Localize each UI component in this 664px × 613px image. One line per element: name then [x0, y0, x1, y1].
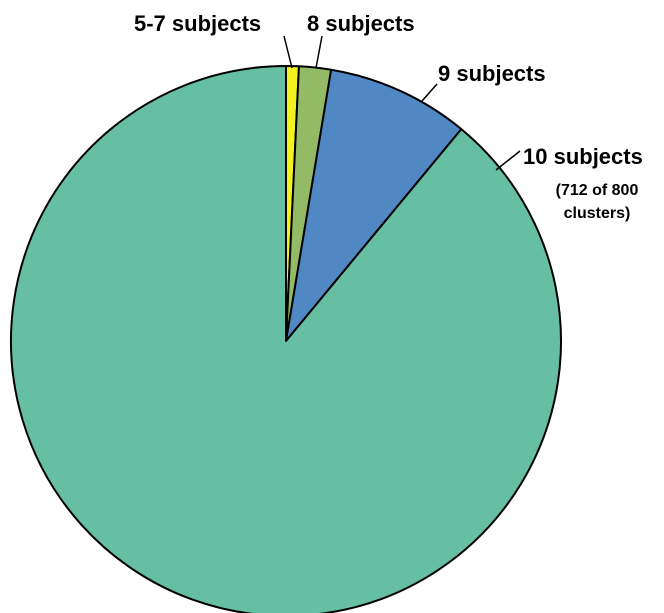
leader-line-8-subjects: [315, 35, 323, 69]
pie-slice-10-subjects: [10, 65, 562, 613]
leader-line-10-subjects: [495, 150, 521, 171]
pie-slices: [10, 65, 562, 613]
label-10-subjects: 10 subjects: [523, 144, 643, 169]
label-8-subjects: 8 subjects: [307, 11, 415, 36]
slice-labels: 5-7 subjects 8 subjects 9 subjects 10 su…: [134, 11, 643, 222]
annotation-line-1: (712 of 800: [556, 182, 639, 199]
label-5-7-subjects: 5-7 subjects: [134, 11, 261, 36]
label-9-subjects: 9 subjects: [438, 61, 546, 86]
annotation-line-2: clusters): [564, 205, 631, 222]
leader-line-5-7-subjects: [283, 35, 293, 69]
leader-line-9-subjects: [421, 83, 438, 102]
pie-slice-9-subjects: [285, 68, 463, 342]
leader-lines: [283, 35, 521, 171]
